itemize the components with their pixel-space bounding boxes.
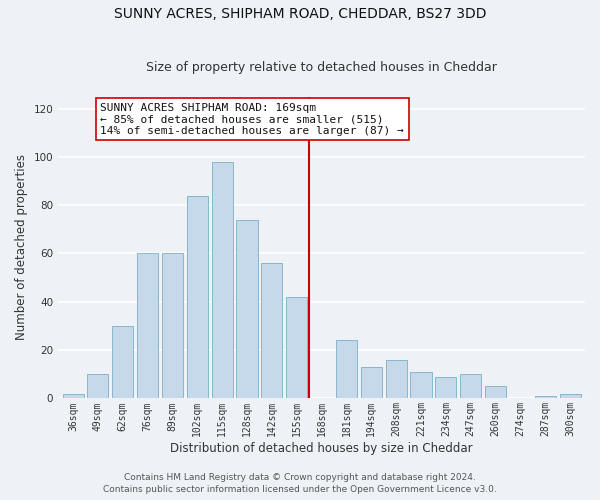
Bar <box>460 374 481 398</box>
Bar <box>361 367 382 398</box>
Text: SUNNY ACRES SHIPHAM ROAD: 169sqm
← 85% of detached houses are smaller (515)
14% : SUNNY ACRES SHIPHAM ROAD: 169sqm ← 85% o… <box>100 102 404 136</box>
Title: Size of property relative to detached houses in Cheddar: Size of property relative to detached ho… <box>146 62 497 74</box>
Bar <box>137 254 158 398</box>
Bar <box>262 263 283 398</box>
Bar <box>410 372 431 398</box>
Bar <box>336 340 357 398</box>
Bar <box>236 220 257 398</box>
Bar <box>286 297 307 398</box>
Y-axis label: Number of detached properties: Number of detached properties <box>15 154 28 340</box>
Bar <box>187 196 208 398</box>
Bar <box>62 394 83 398</box>
Bar <box>162 254 183 398</box>
Bar <box>212 162 233 398</box>
Bar <box>485 386 506 398</box>
X-axis label: Distribution of detached houses by size in Cheddar: Distribution of detached houses by size … <box>170 442 473 455</box>
Bar <box>435 376 457 398</box>
Text: Contains HM Land Registry data © Crown copyright and database right 2024.
Contai: Contains HM Land Registry data © Crown c… <box>103 472 497 494</box>
Bar <box>560 394 581 398</box>
Bar <box>112 326 133 398</box>
Bar <box>535 396 556 398</box>
Text: SUNNY ACRES, SHIPHAM ROAD, CHEDDAR, BS27 3DD: SUNNY ACRES, SHIPHAM ROAD, CHEDDAR, BS27… <box>114 8 486 22</box>
Bar <box>386 360 407 399</box>
Bar <box>88 374 109 398</box>
